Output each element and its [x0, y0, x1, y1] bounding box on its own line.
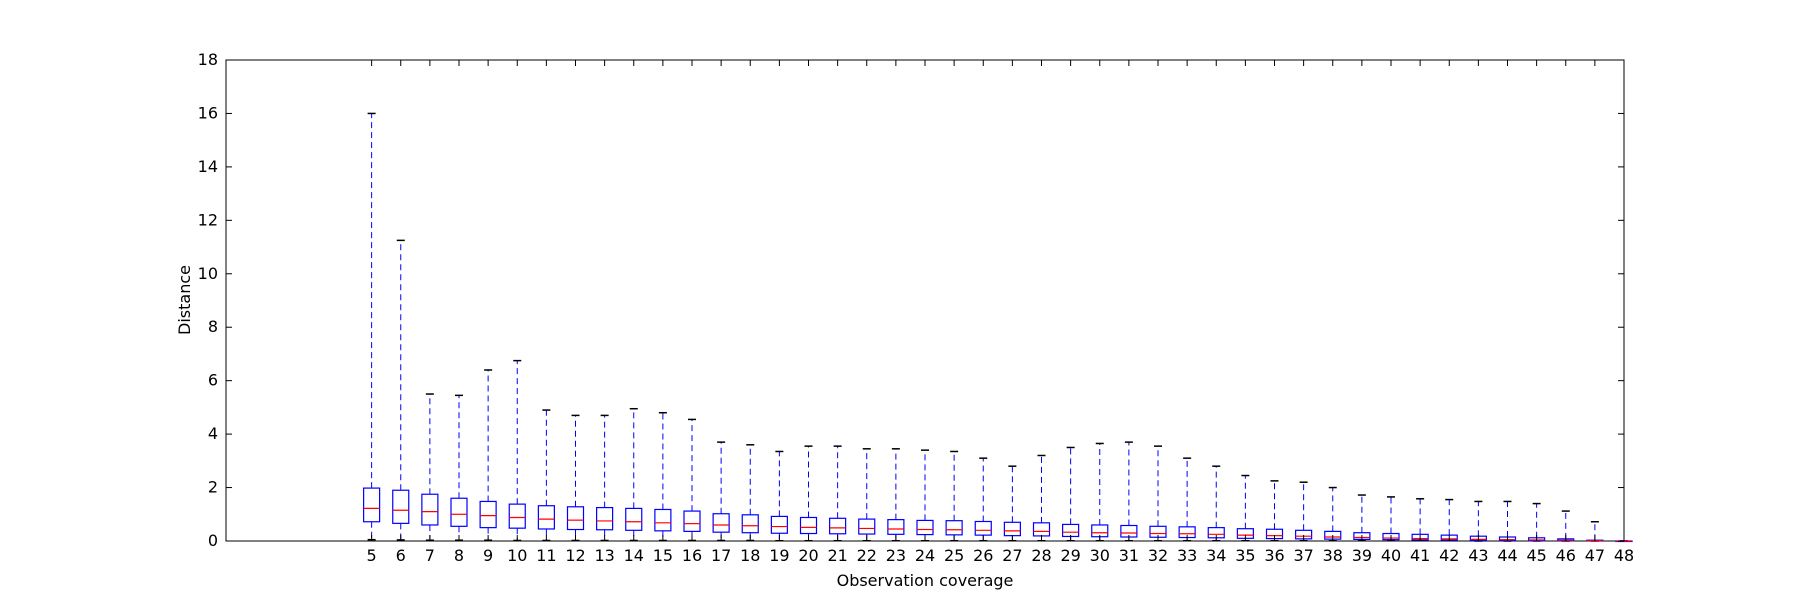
x-tick-label: 37 [1293, 546, 1313, 565]
box-rect [683, 510, 701, 532]
x-tick-label: 17 [711, 546, 731, 565]
y-tick-label: 8 [208, 317, 218, 336]
x-tick-label: 46 [1556, 546, 1576, 565]
x-tick-label: 6 [396, 546, 406, 565]
x-tick-label: 11 [536, 546, 556, 565]
box-rect [596, 506, 614, 531]
box-15 [654, 411, 672, 542]
y-tick-label: 10 [198, 264, 218, 283]
x-tick-label: 41 [1410, 546, 1430, 565]
plot-area [225, 59, 1625, 542]
x-tick-label: 42 [1439, 546, 1459, 565]
box-20 [799, 445, 818, 542]
box-rect [887, 519, 905, 535]
box-rect [625, 507, 643, 531]
x-tick-label: 31 [1119, 546, 1139, 565]
x-tick-label: 48 [1614, 546, 1634, 565]
x-tick-label: 38 [1323, 546, 1343, 565]
box-36 [1265, 480, 1284, 542]
x-tick-label: 44 [1497, 546, 1517, 565]
x-tick-label: 14 [624, 546, 644, 565]
box-rect [770, 515, 788, 534]
x-tick-label: 16 [682, 546, 702, 565]
box-rect [537, 505, 555, 530]
box-rect [858, 518, 876, 535]
y-tick-label: 6 [208, 371, 218, 390]
y-axis-title: Distance [175, 265, 194, 335]
box-rect [712, 513, 730, 533]
box-rect [421, 493, 439, 526]
x-tick-label: 20 [798, 546, 818, 565]
box-rect [741, 514, 759, 534]
y-tick-label: 16 [198, 103, 218, 122]
box-8 [450, 394, 468, 541]
x-tick-label: 12 [565, 546, 585, 565]
y-tick-label: 18 [198, 50, 218, 69]
x-tick-label: 8 [454, 546, 464, 565]
x-tick-label: 45 [1526, 546, 1546, 565]
x-tick-label: 22 [857, 546, 877, 565]
x-tick-label: 7 [425, 546, 435, 565]
x-tick-label: 34 [1206, 546, 1226, 565]
x-tick-label: 26 [973, 546, 993, 565]
x-tick-label: 32 [1148, 546, 1168, 565]
x-tick-label: 10 [507, 546, 527, 565]
box-rect [508, 503, 526, 529]
x-tick-label: 35 [1235, 546, 1255, 565]
y-tick-label: 0 [208, 531, 218, 550]
box-10 [508, 359, 526, 542]
box-rect [363, 487, 381, 523]
x-tick-label: 47 [1585, 546, 1605, 565]
x-ticks: 5 6 7 8 9 10 11 12 13 14 15 16 17 18 19 20 21 22 23 24 25 26 2… [367, 60, 1634, 565]
x-tick-label: 9 [483, 546, 493, 565]
x-tick-label: 36 [1264, 546, 1284, 565]
box-rect [945, 520, 963, 536]
x-tick-label: 15 [653, 546, 673, 565]
x-tick-label: 13 [594, 546, 614, 565]
y-tick-label: 2 [208, 478, 218, 497]
y-tick-label: 14 [198, 157, 218, 176]
x-tick-label: 5 [367, 546, 377, 565]
x-tick-label: 24 [915, 546, 935, 565]
x-tick-label: 21 [827, 546, 847, 565]
box-13 [596, 414, 614, 542]
x-tick-label: 39 [1352, 546, 1372, 565]
box-12 [566, 414, 585, 542]
y-tick-label: 4 [208, 424, 218, 443]
x-tick-label: 19 [769, 546, 789, 565]
x-tick-label: 28 [1031, 546, 1051, 565]
box-rect [654, 508, 672, 532]
box-rect [392, 489, 410, 524]
box-rect [916, 519, 934, 536]
x-tick-label: 23 [886, 546, 906, 565]
y-tick-label: 12 [198, 210, 218, 229]
box-9 [479, 369, 497, 541]
box-rect [479, 500, 497, 529]
x-axis-title: Observation coverage [837, 571, 1014, 590]
x-tick-label: 40 [1381, 546, 1401, 565]
box-rect [450, 497, 468, 527]
x-tick-label: 18 [740, 546, 760, 565]
x-tick-label: 30 [1090, 546, 1110, 565]
box-rect [799, 516, 818, 535]
x-tick-label: 29 [1060, 546, 1080, 565]
box-rect [566, 506, 585, 531]
boxes-layer [363, 112, 1633, 543]
x-tick-label: 25 [944, 546, 964, 565]
y-ticks: 0 2 4 6 8 10 12 14 16 18 [198, 50, 1624, 550]
x-tick-label: 43 [1468, 546, 1488, 565]
x-tick-label: 27 [1002, 546, 1022, 565]
x-tick-label: 33 [1177, 546, 1197, 565]
box-7 [421, 393, 439, 541]
box-23 [887, 448, 905, 542]
box-rect [829, 517, 847, 535]
